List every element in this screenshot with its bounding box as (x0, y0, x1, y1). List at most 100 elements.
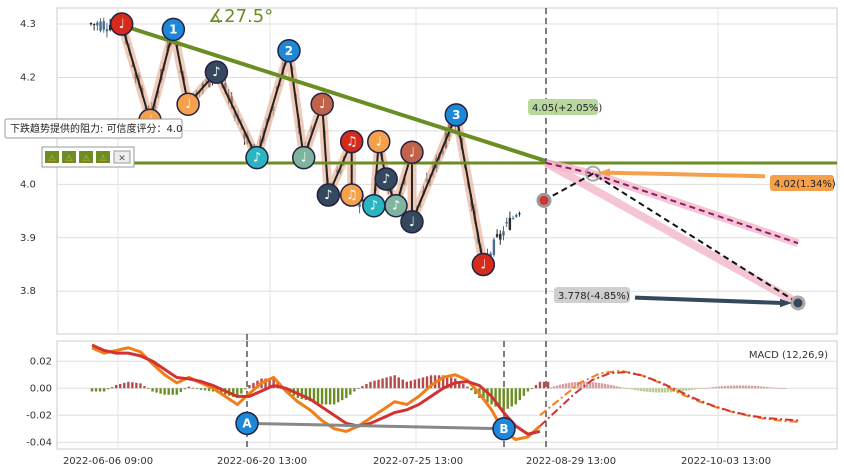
macd-forecast-bar (597, 382, 601, 389)
macd-forecast-bar (705, 387, 709, 389)
price-y-tick-label: 4.3 (20, 19, 36, 30)
macd-forecast-bar (654, 388, 658, 393)
macd-forecast-bar (726, 385, 730, 389)
svg-text:⚠: ⚠ (82, 154, 90, 164)
forecast-label: 4.05(+2.05%) (532, 103, 602, 114)
candle-body (358, 204, 361, 207)
macd-histogram-bar (381, 378, 384, 389)
macd-histogram-bar (119, 383, 122, 389)
macd-title: MACD (12,26,9) (749, 350, 828, 361)
macd-histogram-bar (312, 388, 316, 403)
macd-forecast-bar (555, 385, 559, 389)
warning-icon: ⚠ (79, 151, 93, 164)
macd-histogram-bar (155, 388, 158, 393)
macd-histogram-bar (486, 388, 489, 403)
swing-marker (245, 145, 269, 170)
macd-forecast-bar (630, 388, 634, 390)
macd-forecast-bar (759, 386, 763, 389)
resistance-trendline (117, 22, 553, 165)
swing-marker-label: ♪ (392, 199, 400, 214)
price-panel: 4.34.24.14.03.93.8 ♩♩♩1♪♪2♩♩♪♫♫♩♪♪♪♩♩3♩ … (20, 7, 838, 335)
price-y-tick-label: 4.0 (20, 179, 36, 190)
macd-histogram-bar (127, 381, 130, 389)
macd-forecast-bar (762, 386, 766, 389)
swing-marker (109, 12, 134, 36)
macd-histogram-bar (377, 379, 380, 389)
macd-histogram-bar (450, 377, 453, 389)
macd-histogram-bar (264, 378, 267, 389)
macd-histogram-bar (272, 378, 275, 389)
forecast-label-bg (528, 99, 598, 115)
macd-forecast-bar (747, 385, 751, 389)
macd-forecast-bar (579, 381, 583, 389)
swing-marker-label: ♩ (119, 17, 125, 32)
swing-marker-label: ♪ (370, 199, 378, 214)
forecast-node (585, 165, 601, 182)
macd-histogram-bar (207, 388, 211, 391)
macd-forecast-bar (603, 383, 607, 389)
macd-histogram-bar (268, 378, 271, 389)
macd-histogram-bar (397, 377, 400, 389)
forecast-path-upper (545, 162, 799, 245)
swing-marker (471, 252, 496, 277)
macd-histogram-bar (110, 387, 114, 389)
macd-forecast-bar (600, 383, 604, 389)
candle-body (89, 23, 93, 25)
macd-histogram-bar (530, 388, 534, 390)
macd-forecast-bar (570, 382, 574, 389)
macd-histogram-bar (494, 388, 497, 407)
macd-histogram-bar (534, 385, 538, 389)
swing-marker (204, 60, 229, 84)
macd-histogram-bar (115, 385, 118, 389)
swing-marker (384, 193, 408, 218)
close-icon[interactable]: ✕ (113, 150, 131, 164)
x-tick-label: 2022-06-06 09:00 (63, 456, 153, 467)
svg-text:✕: ✕ (118, 154, 126, 164)
macd-histogram-bar (470, 388, 473, 391)
macd-forecast-line (539, 369, 801, 423)
macd-forecast-bar (720, 386, 724, 389)
macd-forecast-bar (609, 385, 613, 389)
macd-histogram-bar (106, 388, 110, 390)
macd-lines (91, 343, 801, 442)
macd-forecast-bar (558, 384, 562, 389)
macd-histogram-bar (458, 381, 461, 389)
macd-histogram-bar (466, 386, 469, 389)
macd-forecast-bar (624, 388, 628, 390)
forecast-label: 3.778(-4.85%) (558, 291, 630, 302)
macd-forecast-bar (546, 388, 550, 390)
macd-histogram-bar (163, 388, 166, 395)
macd-forecast-bar (717, 386, 721, 389)
swing-marker-label: ♩ (301, 151, 307, 166)
macd-forecast-bar (735, 385, 739, 389)
macd-histogram-bar (179, 388, 182, 393)
macd-forecast-bar (651, 388, 655, 393)
macd-forecast-bar (702, 388, 706, 390)
macd-histogram-bar (191, 387, 195, 389)
x-tick-label: 2022-08-29 13:00 (526, 456, 616, 467)
macd-histogram-bar (482, 388, 485, 401)
macd-forecast-bar (621, 387, 625, 389)
swing-marker-label: ♩ (319, 97, 325, 112)
swing-marker (316, 183, 341, 207)
swing-marker-label: ♩ (480, 258, 486, 273)
macd-forecast-bar (777, 387, 781, 389)
macd-forecast-bar (729, 385, 733, 389)
candle-body (92, 23, 96, 25)
candle-body (492, 239, 496, 255)
macd-histogram-bar (123, 382, 126, 389)
macd-forecast-bar (582, 381, 586, 389)
divergence-marker-label: B (499, 422, 508, 436)
forecast-arrow-dark (634, 295, 783, 306)
resistance-label: 下跌趋势提供的阻力: 可信度评分：4.0 (10, 122, 182, 135)
macd-histogram-bar (167, 388, 170, 395)
macd-forecast-bar (774, 387, 778, 389)
macd-forecast-bar (564, 383, 568, 389)
forecast-label-bg (770, 175, 834, 191)
macd-forecast-bar (639, 388, 643, 391)
macd-forecast-bar (780, 388, 784, 390)
swing-marker-label: 2 (285, 44, 293, 58)
macd-forecast-bar (756, 386, 760, 389)
